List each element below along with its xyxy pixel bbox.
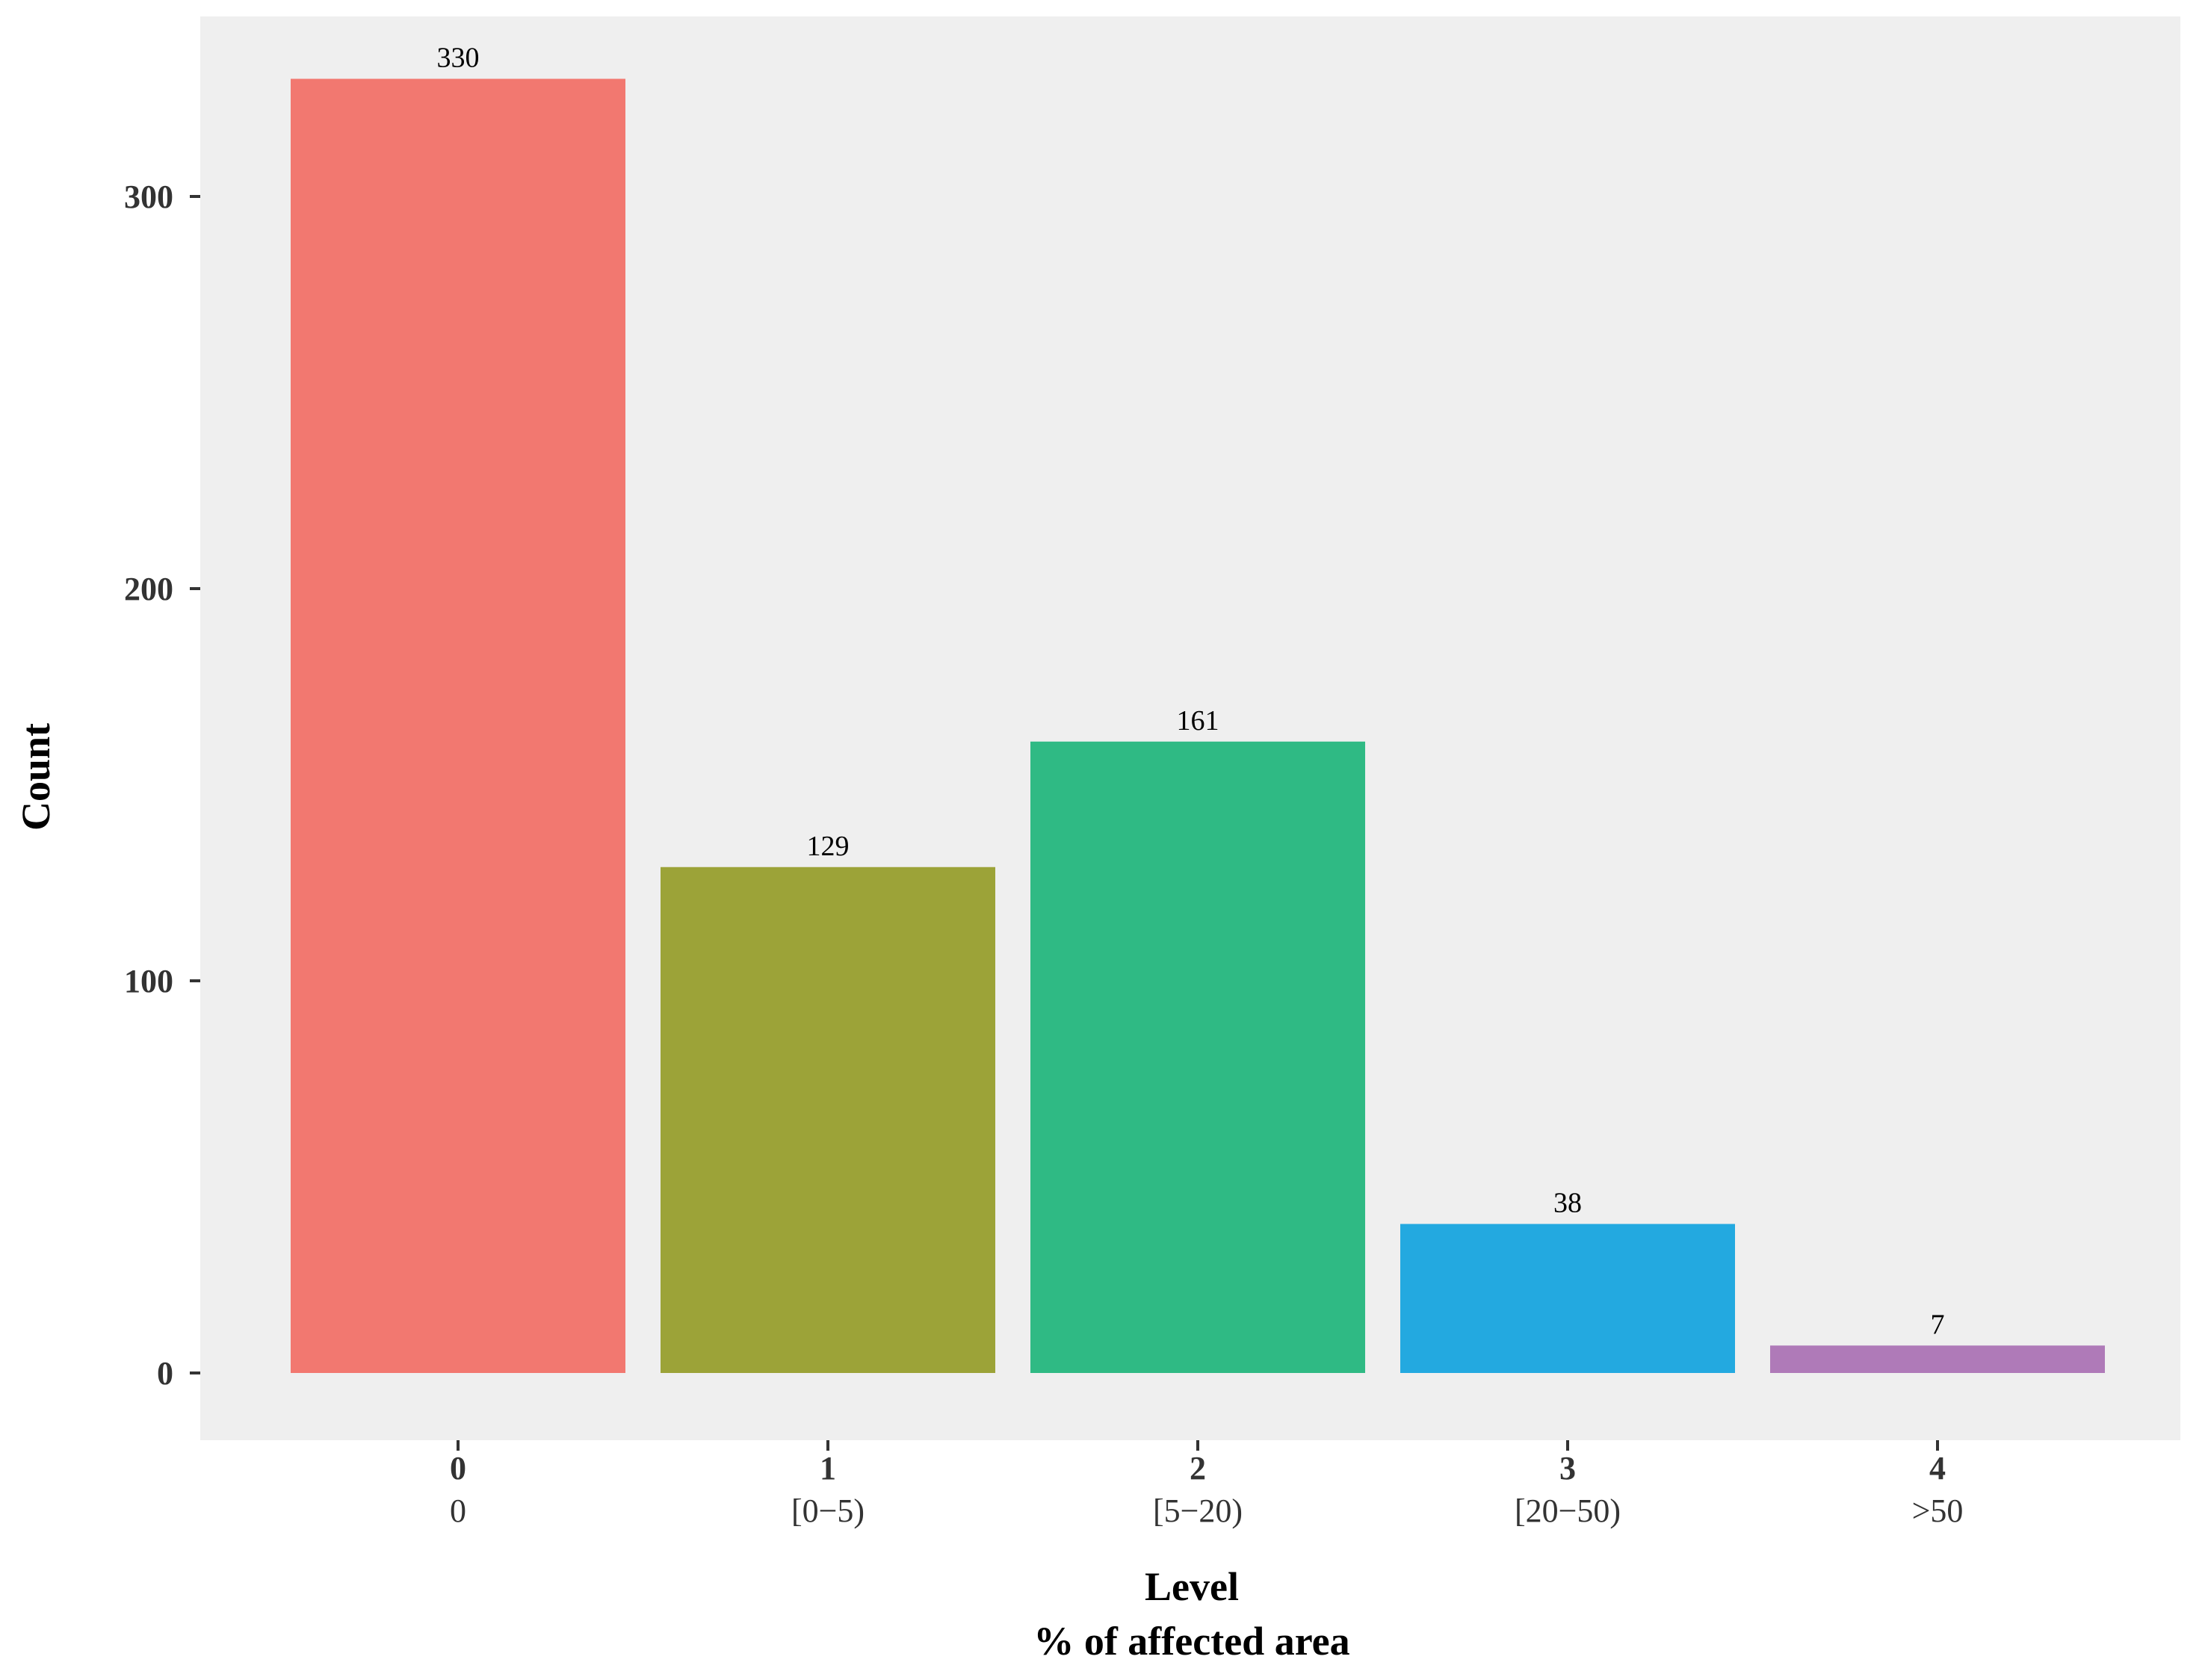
x-tick-label: 2 bbox=[1190, 1450, 1206, 1487]
x-axis: 0 0 1 [0−5) 2 [5−20) 3 [20−50) 4 >50 bbox=[450, 1440, 1963, 1529]
bars-group: 330 129 161 38 7 bbox=[291, 43, 2105, 1373]
y-axis: 0 100 200 300 bbox=[124, 179, 200, 1392]
y-axis-title: Count bbox=[13, 723, 58, 831]
x-axis-title: Level bbox=[1145, 1564, 1239, 1609]
bar-value-label: 129 bbox=[807, 831, 850, 862]
x-tick-sublabel: [0−5) bbox=[791, 1493, 865, 1529]
x-tick-sublabel: 0 bbox=[450, 1493, 466, 1529]
x-tick-sublabel: >50 bbox=[1912, 1493, 1964, 1529]
bar bbox=[1030, 741, 1365, 1373]
bar-value-label: 7 bbox=[1931, 1309, 1945, 1340]
x-tick-label: 3 bbox=[1559, 1450, 1576, 1487]
bar-value-label: 161 bbox=[1177, 705, 1219, 737]
x-tick-label: 4 bbox=[1929, 1450, 1946, 1487]
y-tick-label: 300 bbox=[124, 179, 173, 215]
y-tick-label: 100 bbox=[124, 963, 173, 999]
x-tick-label: 1 bbox=[820, 1450, 836, 1487]
x-tick-sublabel: [5−20) bbox=[1153, 1493, 1243, 1529]
bar bbox=[1400, 1224, 1735, 1373]
bar bbox=[291, 78, 625, 1373]
x-tick-label: 0 bbox=[450, 1450, 466, 1487]
x-axis-subtitle: % of affected area bbox=[1033, 1619, 1349, 1664]
bar-value-label: 330 bbox=[437, 43, 480, 74]
y-tick-label: 0 bbox=[157, 1355, 173, 1392]
y-tick-label: 200 bbox=[124, 571, 173, 607]
bar bbox=[1770, 1345, 2105, 1373]
bar-value-label: 38 bbox=[1553, 1188, 1582, 1219]
bar bbox=[661, 867, 995, 1373]
x-tick-sublabel: [20−50) bbox=[1515, 1493, 1621, 1529]
